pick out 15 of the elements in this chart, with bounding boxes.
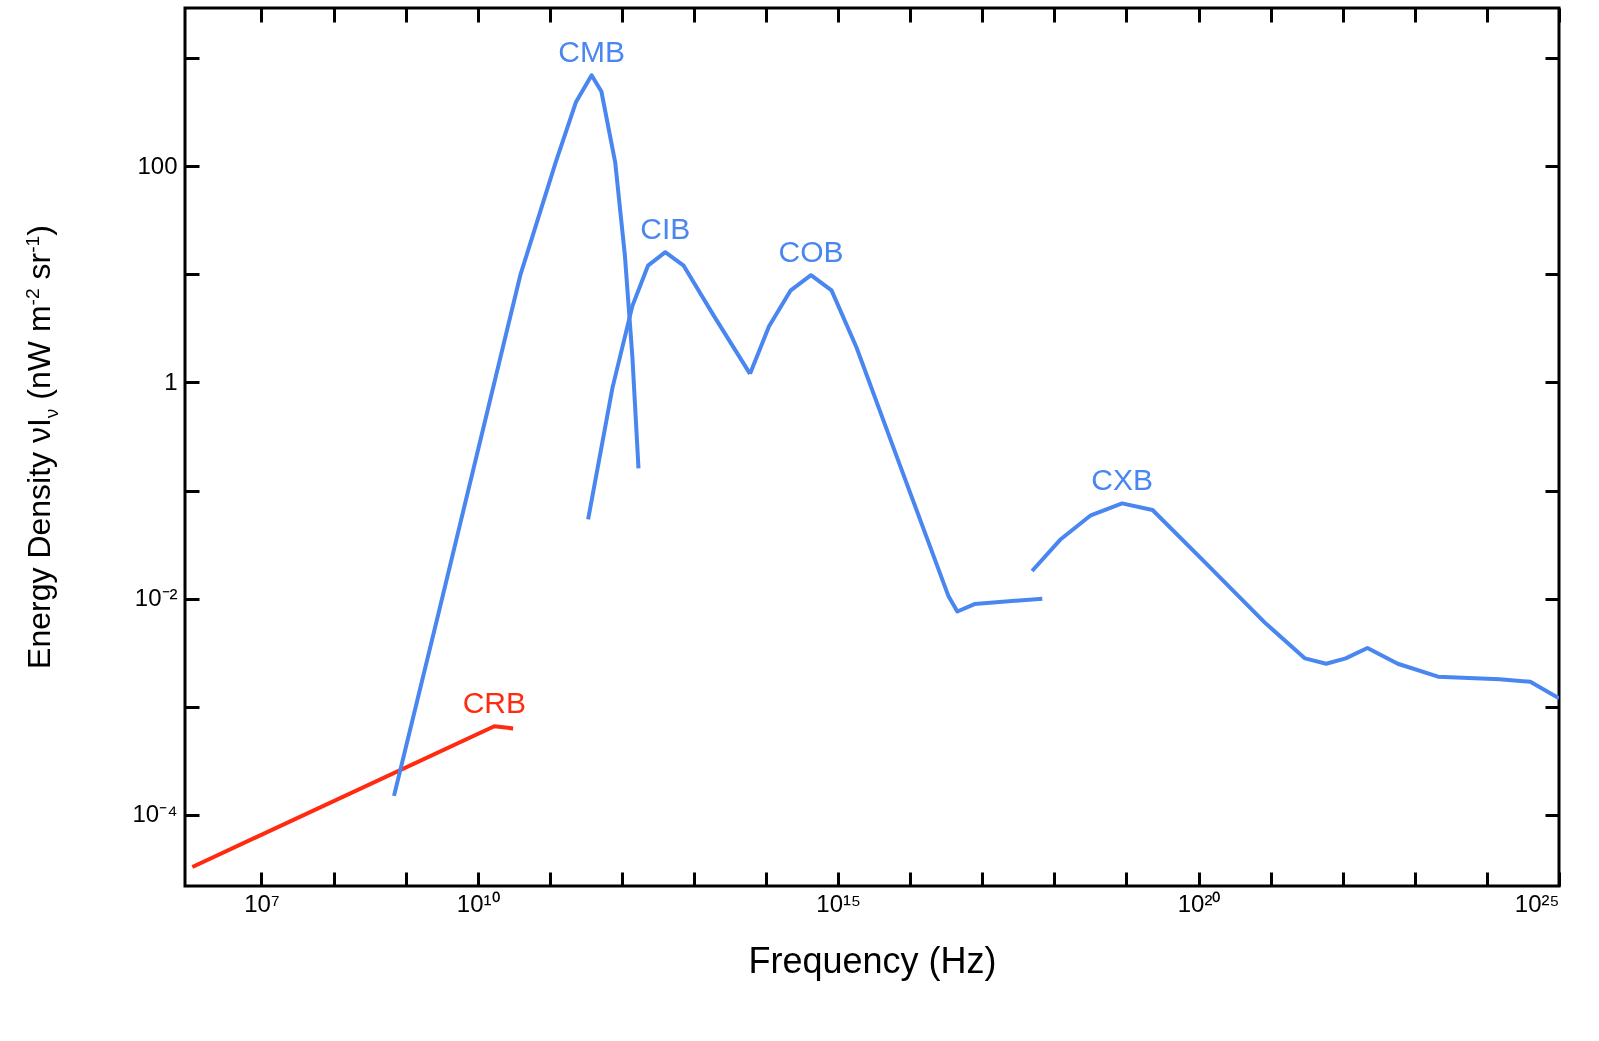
x-tick-label: 10²⁰ <box>1177 889 1221 917</box>
y-tick-label: 10⁻⁴ <box>132 800 178 828</box>
y-tick-label: 100 <box>137 151 178 179</box>
x-axis-title: Frequency (Hz) <box>748 939 997 981</box>
series-label: CXB <box>1091 463 1153 497</box>
x-tick-label: 10⁷ <box>244 889 280 917</box>
series-label: COB <box>778 235 844 269</box>
x-tick-label: 10¹⁰ <box>456 889 500 917</box>
series-label: CIB <box>640 212 691 246</box>
series-label: CRB <box>462 686 526 720</box>
x-tick-label: 10²⁵ <box>1514 889 1560 917</box>
series-label: CMB <box>558 35 625 69</box>
x-tick-label: 10¹⁵ <box>816 889 861 917</box>
y-tick-label: 10⁻² <box>134 584 178 612</box>
y-tick-label: 1 <box>164 367 178 395</box>
